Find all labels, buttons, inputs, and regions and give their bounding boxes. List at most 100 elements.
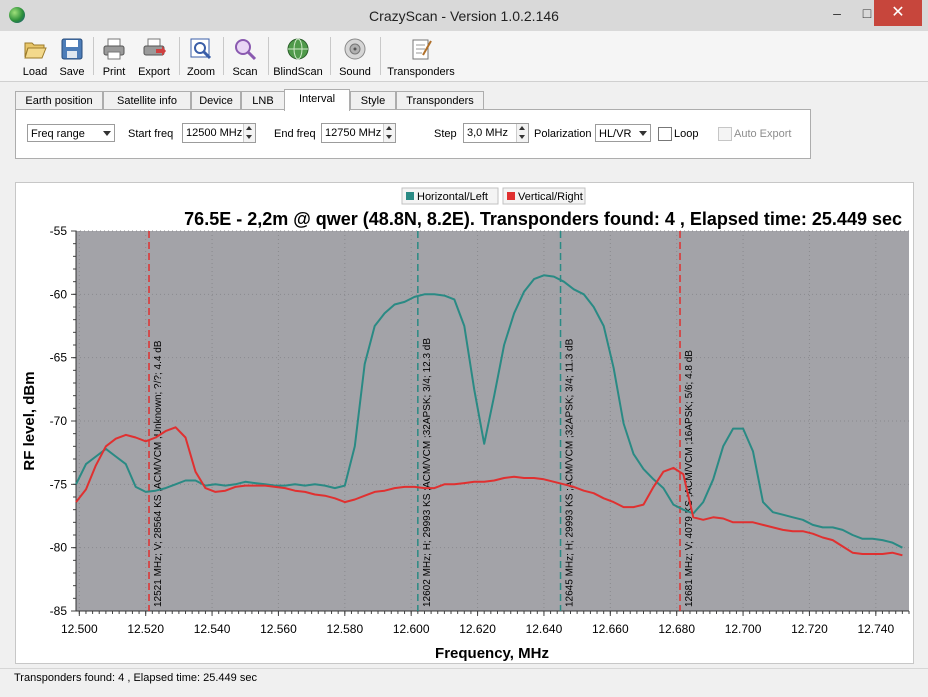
step-value: 3,0 MHz (467, 127, 508, 139)
zoom-button[interactable]: Zoom (184, 35, 218, 79)
toolbar-separator (330, 37, 331, 75)
y-axis-title: RF level, dBm (21, 371, 38, 470)
x-tick-label: 12.660 (592, 622, 629, 636)
tab-earth-position[interactable]: Earth position (15, 91, 103, 110)
folder-open-icon (24, 42, 47, 59)
export-printer-icon (143, 38, 166, 56)
spin-up-icon (386, 126, 392, 130)
chevron-down-icon (103, 131, 111, 136)
start-freq-spinbox[interactable]: 12500 MHz (182, 123, 256, 143)
legend-label: Vertical/Right (518, 191, 583, 203)
legend-swatch (507, 192, 515, 200)
app-globe-icon (9, 7, 25, 23)
x-tick-label: 12.700 (725, 622, 762, 636)
spin-down-icon (519, 135, 525, 139)
y-tick-label: -60 (50, 287, 68, 301)
title-bar: CrazyScan - Version 1.0.2.146 – □ ✕ (0, 0, 928, 32)
save-button[interactable]: Save (55, 35, 89, 79)
scan-button[interactable]: Scan (228, 35, 262, 79)
transponder-label: 12521 MHz; V; 28564 KS ;ACM/VCM ;Unknown… (153, 340, 164, 607)
zoom-icon (190, 38, 212, 60)
legend-item (502, 187, 586, 205)
interval-panel: Freq range Start freq 12500 MHz End freq… (15, 109, 811, 159)
x-tick-label: 12.540 (194, 622, 231, 636)
transponders-label: Transponders (387, 66, 455, 78)
load-button[interactable]: Load (18, 35, 52, 79)
export-label: Export (138, 66, 170, 78)
end-freq-spinbox[interactable]: 12750 MHz (321, 123, 396, 143)
end-freq-value: 12750 MHz (325, 127, 382, 139)
blindscan-button[interactable]: BlindScan (273, 35, 323, 79)
spin-up-icon (246, 126, 252, 130)
zoom-label: Zoom (186, 66, 216, 78)
x-tick-label: 12.500 (61, 622, 98, 636)
x-tick-label: 12.640 (526, 622, 563, 636)
toolbar: Load Save Print Export Zoom Scan BlindSc… (0, 31, 928, 82)
sound-label: Sound (339, 66, 371, 78)
tab-satellite-info[interactable]: Satellite info (103, 91, 191, 110)
x-tick-label: 12.620 (459, 622, 496, 636)
spectrum-chart-panel: 12.500 12.520 12.540 12.560 12.580 12.600 12.6… (15, 182, 914, 664)
y-tick-label: -65 (50, 351, 68, 365)
tab-transponders[interactable]: Transponders (396, 91, 484, 110)
chevron-down-icon (639, 131, 647, 136)
x-tick-label: 12.600 (393, 622, 430, 636)
transponder-label: 12681 MHz; V; 4079 KS ;ACM/VCM ;16APSK; … (684, 350, 695, 607)
spin-buttons[interactable] (383, 124, 395, 142)
polarization-label: Polarization (534, 128, 592, 140)
transponder-label: 12602 MHz; H; 29993 KS ;ACM/VCM ;32APSK;… (422, 338, 433, 607)
step-label: Step (434, 128, 457, 140)
close-button[interactable]: ✕ (874, 0, 922, 26)
scan-label: Scan (232, 66, 258, 78)
speaker-icon (344, 38, 366, 60)
x-tick-label: 12.680 (658, 622, 695, 636)
y-tick-label: -75 (50, 477, 68, 491)
legend-label: Horizontal/Left (417, 191, 488, 203)
maximize-button[interactable]: □ (862, 5, 872, 21)
step-spinbox[interactable]: 3,0 MHz (463, 123, 529, 143)
tab-lnb[interactable]: LNB (241, 91, 285, 110)
status-bar: Transponders found: 4 , Elapsed time: 25… (0, 668, 928, 697)
status-text: Transponders found: 4 , Elapsed time: 25… (14, 672, 257, 684)
minimize-button[interactable]: – (833, 5, 841, 21)
start-freq-value: 12500 MHz (186, 127, 243, 139)
printer-icon (103, 38, 125, 60)
toolbar-separator (380, 37, 381, 75)
export-button[interactable]: Export (134, 35, 174, 79)
magnifier-icon (235, 39, 257, 61)
y-tick-label: -70 (50, 414, 68, 428)
toolbar-separator (179, 37, 180, 75)
y-tick-label: -80 (50, 541, 68, 555)
spin-down-icon (386, 135, 392, 139)
y-tick-label: -85 (50, 604, 68, 618)
range-mode-select[interactable]: Freq range (27, 124, 115, 142)
blindscan-label: BlindScan (273, 66, 323, 78)
range-mode-value: Freq range (31, 128, 85, 140)
auto-export-checkbox[interactable] (718, 127, 732, 141)
x-tick-label: 12.720 (791, 622, 828, 636)
loop-label: Loop (674, 128, 699, 140)
polarization-value: HL/VR (599, 128, 632, 140)
x-tick-label: 12.580 (326, 622, 363, 636)
load-label: Load (22, 66, 48, 78)
notepad-icon (412, 39, 432, 60)
tab-style[interactable]: Style (350, 91, 396, 110)
print-button[interactable]: Print (97, 35, 131, 79)
transponders-button[interactable]: Transponders (385, 35, 457, 79)
chart-title: 76.5E - 2,2m @ qwer (48.8N, 8.2E). Trans… (184, 209, 902, 229)
x-axis-title: Frequency, MHz (435, 645, 549, 662)
polarization-select[interactable]: HL/VR (595, 124, 651, 142)
spectrum-chart[interactable]: 12.500 12.520 12.540 12.560 12.580 12.600 12.6… (16, 183, 913, 663)
toolbar-separator (223, 37, 224, 75)
y-tick-label: -55 (50, 224, 68, 238)
loop-checkbox[interactable] (658, 127, 672, 141)
tab-device[interactable]: Device (191, 91, 241, 110)
x-tick-label: 12.740 (857, 622, 894, 636)
sound-button[interactable]: Sound (336, 35, 374, 79)
transponder-label: 12645 MHz; H; 29993 KS ;ACM/VCM ;32APSK;… (565, 338, 576, 607)
tab-interval[interactable]: Interval (284, 89, 350, 111)
spin-buttons[interactable] (243, 124, 255, 142)
spin-buttons[interactable] (516, 124, 528, 142)
x-tick-label: 12.520 (127, 622, 164, 636)
end-freq-label: End freq (274, 128, 316, 140)
